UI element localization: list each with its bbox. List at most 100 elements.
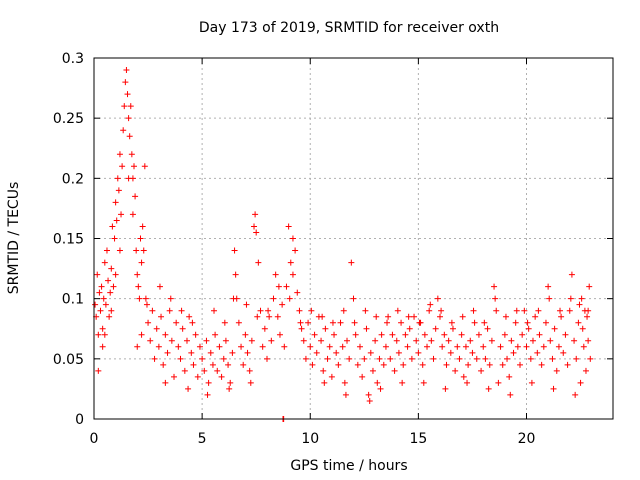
data-point	[384, 319, 391, 326]
data-point	[194, 373, 201, 380]
data-point	[211, 307, 218, 314]
data-point	[251, 223, 258, 230]
data-point	[201, 367, 208, 374]
data-point	[333, 349, 340, 356]
data-point	[365, 391, 372, 398]
data-point	[243, 301, 250, 308]
data-point	[553, 367, 560, 374]
data-point	[577, 379, 584, 386]
data-point	[181, 367, 188, 374]
data-point	[102, 301, 109, 308]
data-point	[216, 343, 223, 350]
data-point	[244, 349, 251, 356]
data-point	[199, 355, 206, 362]
data-point	[416, 319, 423, 326]
data-point	[356, 343, 363, 350]
data-point	[222, 337, 229, 344]
data-point	[264, 355, 270, 362]
data-point	[212, 331, 219, 338]
data-point	[452, 367, 459, 374]
data-point	[430, 355, 437, 362]
data-point	[342, 391, 349, 398]
y-tick-label: 0.25	[53, 111, 84, 127]
data-point	[308, 307, 315, 314]
data-point	[134, 343, 141, 350]
data-point	[532, 313, 539, 320]
data-point	[499, 361, 506, 368]
data-point	[259, 343, 266, 350]
data-point	[225, 361, 232, 368]
data-point	[289, 235, 296, 242]
data-point	[399, 379, 406, 386]
data-point	[204, 391, 211, 398]
data-point	[286, 295, 293, 302]
data-point	[484, 325, 491, 332]
data-point	[311, 331, 318, 338]
data-point	[459, 313, 466, 320]
data-point	[512, 319, 519, 326]
data-point	[454, 343, 461, 350]
data-point	[460, 373, 467, 380]
data-point	[328, 373, 335, 380]
data-point	[114, 175, 121, 182]
data-point	[362, 307, 369, 314]
data-point	[395, 349, 402, 356]
data-point	[339, 343, 346, 350]
data-point	[374, 379, 381, 386]
data-point	[514, 343, 521, 350]
data-point	[188, 349, 195, 356]
data-point	[557, 307, 564, 314]
data-point	[486, 361, 493, 368]
data-point	[506, 373, 513, 380]
data-point	[485, 385, 492, 392]
data-point	[442, 385, 449, 392]
data-point	[361, 355, 368, 362]
data-point	[378, 331, 385, 338]
data-point	[97, 307, 104, 314]
data-point	[300, 337, 307, 344]
data-point	[329, 319, 336, 326]
data-point	[99, 325, 106, 332]
data-point	[149, 307, 156, 314]
data-point	[367, 349, 374, 356]
grid-lines	[94, 58, 613, 419]
data-point	[492, 295, 499, 302]
data-point	[508, 337, 515, 344]
data-point	[331, 331, 338, 338]
data-point	[101, 331, 108, 338]
data-point	[124, 91, 131, 98]
data-point	[116, 247, 123, 254]
data-point	[147, 337, 154, 344]
data-point	[298, 325, 305, 332]
data-point	[126, 133, 133, 140]
data-point	[229, 349, 236, 356]
data-point	[240, 361, 247, 368]
y-tick-label: 0.3	[62, 51, 84, 67]
data-point	[189, 319, 196, 326]
data-point	[151, 355, 158, 362]
data-point	[221, 319, 228, 326]
data-point	[513, 307, 520, 314]
data-point	[158, 313, 165, 320]
data-point	[185, 385, 192, 392]
data-point	[550, 385, 557, 392]
data-point	[108, 265, 115, 272]
data-point	[582, 367, 589, 374]
data-point	[510, 349, 517, 356]
data-point	[287, 259, 294, 266]
data-point	[129, 211, 136, 218]
data-point	[205, 379, 212, 386]
data-point	[493, 307, 500, 314]
data-point	[576, 301, 583, 308]
data-point	[232, 271, 239, 278]
data-point	[143, 301, 150, 308]
data-point	[447, 349, 454, 356]
data-point	[354, 361, 361, 368]
data-point	[504, 355, 511, 362]
data-point	[141, 163, 148, 170]
data-point	[131, 163, 138, 170]
data-point	[389, 331, 396, 338]
y-tick-label: 0.15	[53, 232, 84, 248]
data-point	[441, 331, 448, 338]
x-tick-label: 20	[518, 431, 536, 447]
